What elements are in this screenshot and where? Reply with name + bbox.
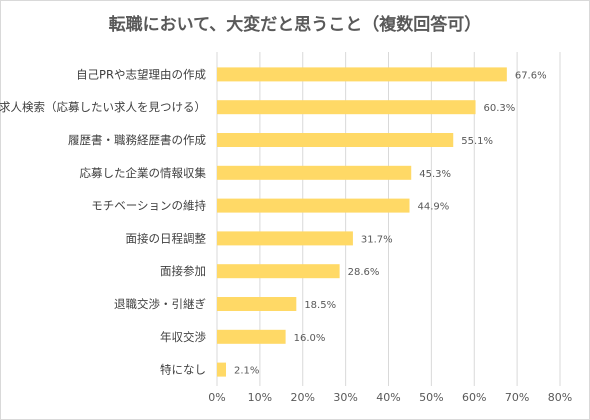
category-label: 履歴書・職務経歴書の作成 <box>68 133 206 147</box>
x-tick-label: 50% <box>419 391 443 404</box>
chart-title: 転職において、大変だと思うこと（複数回答可） <box>108 15 482 35</box>
data-label: 55.1% <box>461 136 493 147</box>
data-label: 16.0% <box>294 333 326 344</box>
x-tick-label: 40% <box>376 391 400 404</box>
bar <box>217 231 353 246</box>
category-label: 応募した企業の情報収集 <box>80 166 207 180</box>
bar <box>217 264 340 279</box>
data-label: 28.6% <box>348 267 380 278</box>
data-label: 67.6% <box>515 70 547 81</box>
bar <box>217 198 410 213</box>
x-tick-label: 0% <box>208 391 225 404</box>
data-label: 2.1% <box>234 366 259 377</box>
category-label: モチベーションの維持 <box>91 199 206 213</box>
x-tick-label: 10% <box>248 391 272 404</box>
category-label: 退職交渉・引継ぎ <box>114 297 206 311</box>
x-tick-label: 80% <box>548 391 572 404</box>
bar <box>217 100 476 115</box>
category-label: 自己PRや志望理由の作成 <box>76 67 206 81</box>
data-label: 44.9% <box>418 202 450 213</box>
data-label: 45.3% <box>419 169 451 180</box>
bar <box>217 165 412 180</box>
data-label: 18.5% <box>304 300 336 311</box>
x-tick-label: 60% <box>462 391 486 404</box>
category-label: 年収交渉 <box>160 330 206 344</box>
data-label: 31.7% <box>361 234 393 245</box>
data-label: 60.3% <box>484 103 516 114</box>
x-tick-label: 30% <box>333 391 357 404</box>
category-label: 求人検索（応募したい求人を見つける） <box>0 100 206 114</box>
bar <box>217 297 297 311</box>
bar <box>217 362 227 377</box>
category-label: 面接の日程調整 <box>126 231 207 245</box>
category-label: 面接参加 <box>160 264 206 278</box>
x-tick-label: 70% <box>505 391 529 404</box>
x-tick-label: 20% <box>291 391 315 404</box>
bar <box>217 329 286 344</box>
category-label: 特になし <box>160 363 206 377</box>
bar <box>217 133 454 147</box>
bar <box>217 67 507 82</box>
